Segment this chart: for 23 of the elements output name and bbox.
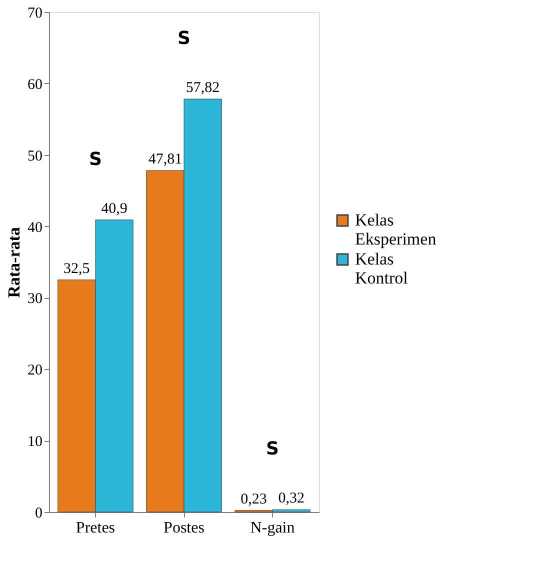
y-tick-label: 40 bbox=[28, 220, 42, 236]
data-label: 47,81 bbox=[148, 152, 182, 168]
data-label: 32,5 bbox=[64, 260, 90, 277]
y-tick-label: 10 bbox=[28, 434, 42, 450]
x-tick-label: Pretes bbox=[76, 520, 116, 536]
y-tick-label: 60 bbox=[28, 76, 42, 93]
data-label: 0,32 bbox=[278, 490, 304, 507]
legend-label: Kelas Eksperimen bbox=[355, 210, 437, 248]
y-tick-label: 50 bbox=[28, 148, 42, 164]
data-label: 57,82 bbox=[186, 80, 220, 96]
x-tick-label: Postes bbox=[164, 520, 204, 536]
y-tick-label: 30 bbox=[28, 291, 42, 308]
data-label: 0,23 bbox=[240, 491, 267, 508]
y-tick-label: 20 bbox=[28, 362, 42, 379]
y-axis-title: Rata-rata bbox=[4, 226, 24, 298]
x-tick-label: N-gain bbox=[250, 520, 295, 536]
legend-label: Kelas Kontrol bbox=[355, 250, 408, 288]
data-label: 40,9 bbox=[101, 200, 128, 217]
annotation: S bbox=[88, 148, 102, 170]
y-tick-label: 0 bbox=[35, 506, 42, 522]
annotation: S bbox=[178, 28, 190, 49]
annotation: S bbox=[266, 438, 280, 460]
y-tick-label: 70 bbox=[28, 6, 42, 22]
